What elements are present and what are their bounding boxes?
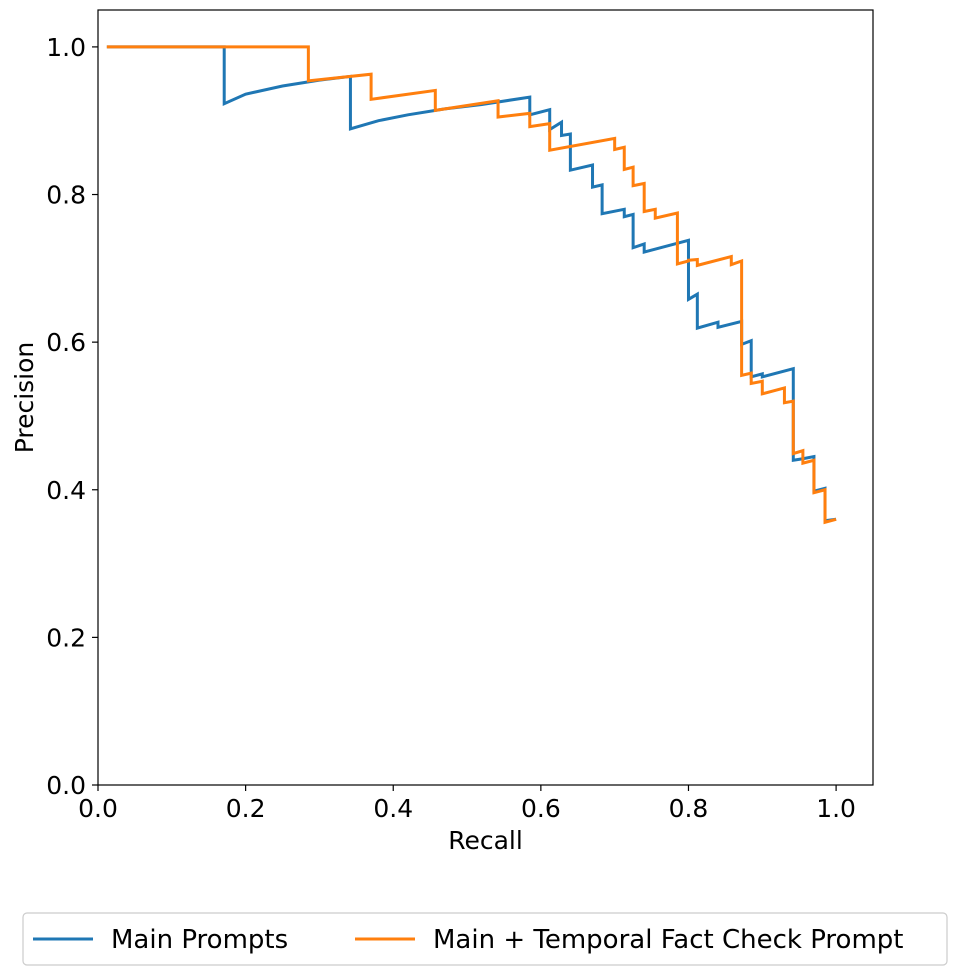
x-tick-label: 0.6 [521, 794, 561, 823]
x-tick-label: 0.8 [669, 794, 709, 823]
y-tick-label: 0.6 [46, 328, 86, 357]
series-line-0 [106, 45, 837, 523]
x-axis-label: Recall [448, 826, 523, 855]
legend: Main Prompts Main + Temporal Fact Check … [22, 912, 948, 966]
x-axis: 0.0 0.2 0.4 0.6 0.8 1.0 [78, 785, 856, 823]
x-tick-label: 1.0 [816, 794, 856, 823]
series-curves [106, 45, 837, 525]
x-tick-label: 0.2 [226, 794, 266, 823]
y-axis: 0.0 0.2 0.4 0.6 0.8 1.0 [46, 33, 98, 800]
plot-frame [97, 9, 874, 786]
legend-label-temporal-fact-check: Main + Temporal Fact Check Prompt [433, 925, 903, 955]
x-tick-label: 0.4 [373, 794, 413, 823]
legend-label-main-prompts: Main Prompts [111, 925, 288, 955]
series-line-1 [106, 45, 837, 525]
y-tick-label: 0.0 [46, 771, 86, 800]
y-tick-label: 0.2 [46, 623, 86, 652]
y-tick-label: 1.0 [46, 33, 86, 62]
y-tick-label: 0.4 [46, 476, 86, 505]
y-axis-label: Precision [10, 342, 39, 454]
y-tick-label: 0.8 [46, 181, 86, 210]
x-tick-label: 0.0 [78, 794, 118, 823]
legend-box [22, 912, 948, 966]
